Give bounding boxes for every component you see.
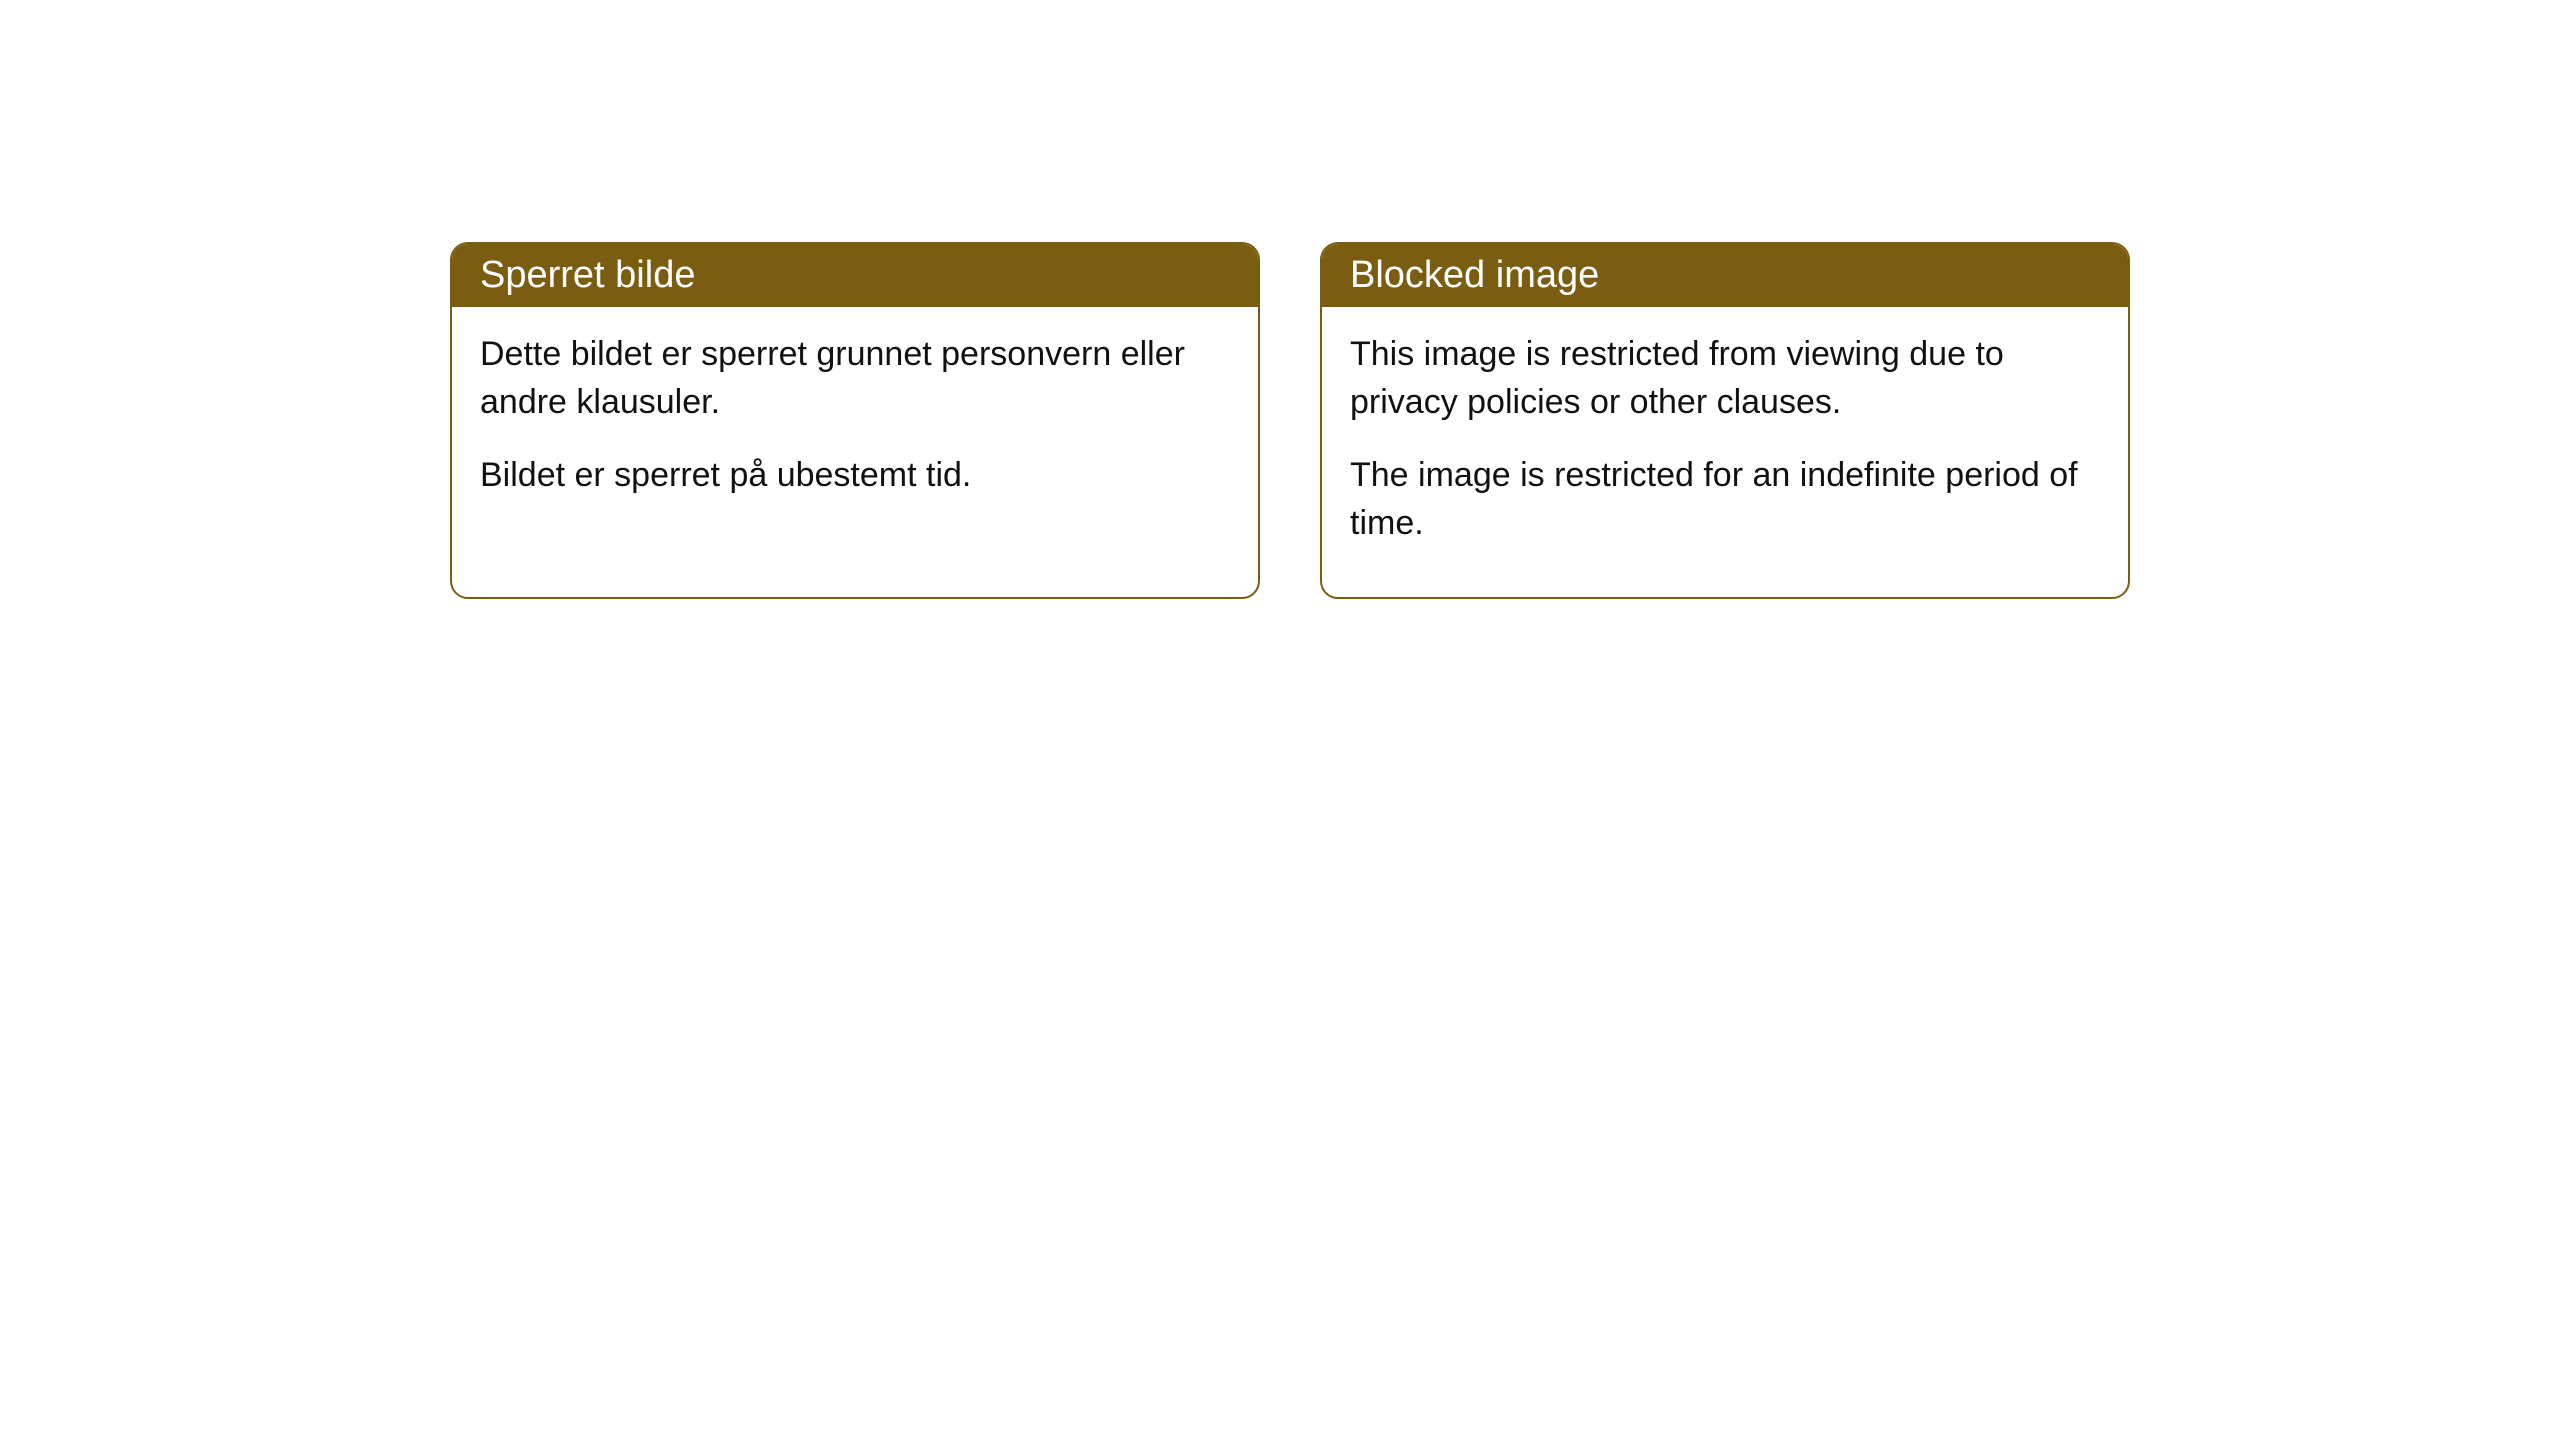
- card-header: Blocked image: [1322, 244, 2128, 307]
- notice-card-norwegian: Sperret bilde Dette bildet er sperret gr…: [450, 242, 1260, 599]
- card-paragraph: The image is restricted for an indefinit…: [1350, 452, 2100, 547]
- card-header: Sperret bilde: [452, 244, 1258, 307]
- card-title: Sperret bilde: [480, 254, 695, 296]
- notice-cards-container: Sperret bilde Dette bildet er sperret gr…: [450, 242, 2130, 599]
- card-body: Dette bildet er sperret grunnet personve…: [452, 307, 1258, 550]
- card-paragraph: Bildet er sperret på ubestemt tid.: [480, 452, 1230, 500]
- card-body: This image is restricted from viewing du…: [1322, 307, 2128, 597]
- notice-card-english: Blocked image This image is restricted f…: [1320, 242, 2130, 599]
- card-paragraph: This image is restricted from viewing du…: [1350, 331, 2100, 426]
- card-title: Blocked image: [1350, 254, 1599, 296]
- card-paragraph: Dette bildet er sperret grunnet personve…: [480, 331, 1230, 426]
